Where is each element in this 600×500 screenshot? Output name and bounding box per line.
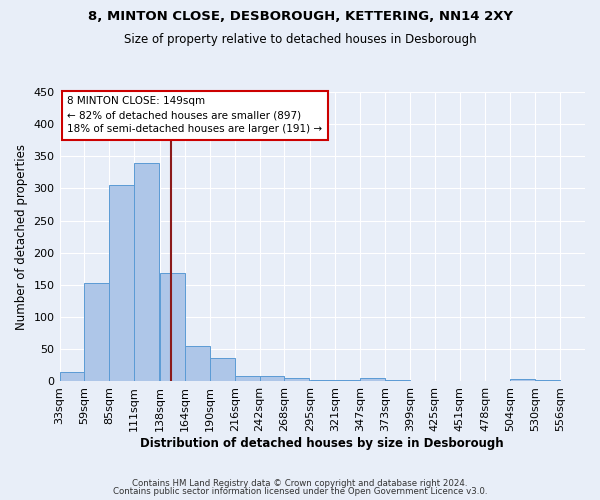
Bar — [310, 380, 335, 382]
Bar — [134, 163, 159, 382]
Bar — [160, 274, 185, 382]
X-axis label: Distribution of detached houses by size in Desborough: Distribution of detached houses by size … — [140, 437, 504, 450]
Text: 8, MINTON CLOSE, DESBOROUGH, KETTERING, NN14 2XY: 8, MINTON CLOSE, DESBOROUGH, KETTERING, … — [88, 10, 512, 23]
Bar — [210, 358, 235, 382]
Bar — [185, 346, 210, 382]
Bar — [511, 379, 535, 382]
Bar — [235, 376, 260, 382]
Text: Size of property relative to detached houses in Desborough: Size of property relative to detached ho… — [124, 32, 476, 46]
Bar — [385, 380, 410, 382]
Bar — [260, 376, 284, 382]
Bar — [335, 380, 360, 382]
Bar — [109, 186, 134, 382]
Y-axis label: Number of detached properties: Number of detached properties — [15, 144, 28, 330]
Text: 8 MINTON CLOSE: 149sqm
← 82% of detached houses are smaller (897)
18% of semi-de: 8 MINTON CLOSE: 149sqm ← 82% of detached… — [67, 96, 323, 134]
Bar — [535, 380, 560, 382]
Bar — [85, 283, 109, 382]
Text: Contains public sector information licensed under the Open Government Licence v3: Contains public sector information licen… — [113, 487, 487, 496]
Text: Contains HM Land Registry data © Crown copyright and database right 2024.: Contains HM Land Registry data © Crown c… — [132, 478, 468, 488]
Bar — [284, 378, 310, 382]
Bar — [59, 372, 85, 382]
Bar — [360, 378, 385, 382]
